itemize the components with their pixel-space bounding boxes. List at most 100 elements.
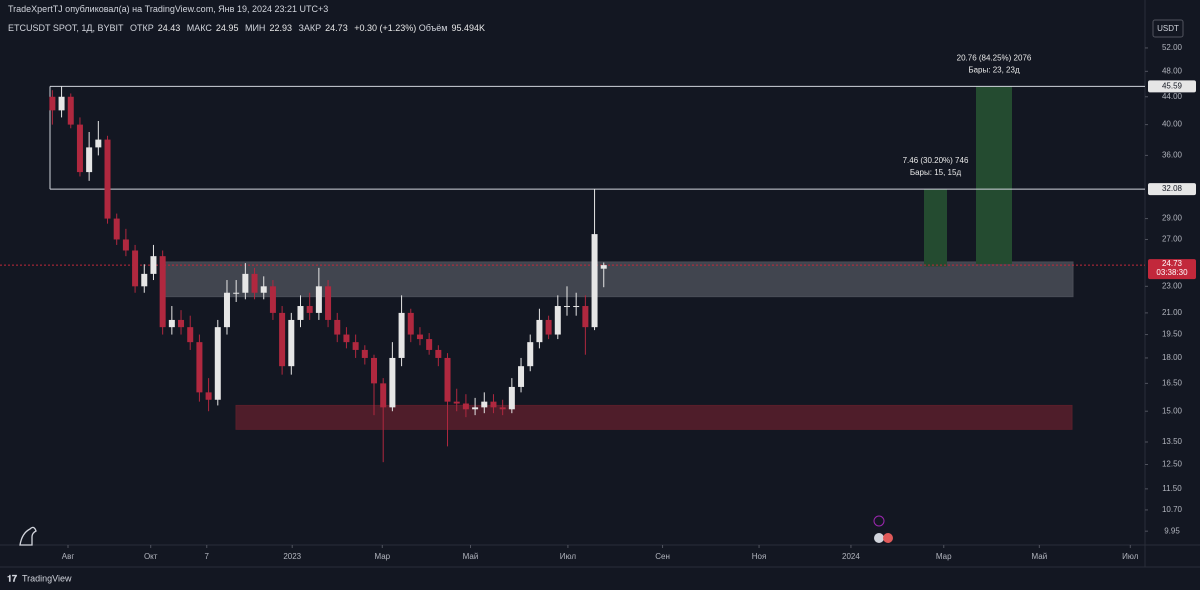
y-tick-label: 27.00: [1162, 235, 1183, 244]
candle-body: [242, 273, 249, 293]
y-tick-label: 23.00: [1162, 281, 1183, 290]
candle-body: [361, 349, 368, 358]
x-tick-label: Май: [1031, 552, 1047, 561]
currency: USDT: [1157, 24, 1179, 33]
measure-text: 7.46 (30.20%) 746: [903, 156, 969, 165]
last-price-label: 24.73: [1162, 259, 1183, 268]
candle-body: [545, 319, 552, 335]
candle-body: [508, 386, 515, 410]
candle-body: [536, 319, 543, 343]
candle-body: [178, 319, 185, 328]
x-tick-label: Окт: [144, 552, 158, 561]
y-tick-label: 12.50: [1162, 460, 1183, 469]
x-tick-label: Мар: [374, 552, 390, 561]
candle-body: [380, 383, 387, 408]
ohlc: ЗАКР 24.73: [298, 23, 347, 33]
ohlc: МАКС 24.95: [187, 23, 239, 33]
legend: ETCUSDT SPOT, 1Д, BYBIT ОТКР 24.43 МАКС 24…: [8, 23, 489, 33]
y-tick-label: 9.95: [1164, 526, 1180, 535]
ohlc-label: МАКС: [186, 23, 212, 33]
candle-body: [591, 234, 598, 328]
level-badge: [1148, 80, 1196, 93]
candle-body: [407, 312, 414, 335]
x-tick-label: Авг: [62, 552, 75, 561]
ohlc-label: МИН: [244, 23, 266, 33]
ohlc-value: 24.43: [157, 23, 181, 33]
zone: [235, 404, 1073, 430]
x-tick-label: 2023: [283, 552, 301, 561]
level-badge: [1148, 183, 1196, 196]
y-tick-label: 29.00: [1162, 214, 1183, 223]
candle-body: [187, 327, 194, 343]
y-tick-label: 11.50: [1162, 484, 1182, 493]
y-tick-label: 16.50: [1162, 378, 1183, 387]
flag-icon[interactable]: [874, 533, 884, 543]
candle-body: [260, 286, 267, 293]
ohlc-label: ОТКР: [129, 23, 154, 33]
candle-body: [435, 349, 442, 358]
candle-body: [279, 312, 286, 367]
candle-body: [600, 265, 607, 269]
y-tick-label: 15.00: [1162, 406, 1183, 415]
candle-body: [453, 401, 460, 404]
ohlc: ОТКР 24.43: [130, 23, 180, 33]
candle-body: [86, 147, 93, 173]
brand: TradingView: [22, 573, 72, 583]
measure-box: [976, 86, 1012, 264]
x-tick-label: Июл: [560, 552, 577, 561]
currency-box[interactable]: [1152, 19, 1184, 38]
x-tick-label: Май: [463, 552, 479, 561]
measure-text: 20.76 (84.25%) 2076: [957, 53, 1032, 62]
last-price-badge: [1148, 259, 1196, 280]
x-tick-label: Июл: [1122, 552, 1139, 561]
candle-body: [490, 401, 497, 408]
candle-body: [132, 250, 139, 287]
candle-body: [334, 319, 341, 335]
ohlc-label: ЗАКР: [298, 23, 322, 33]
ohlc-value: 22.93: [269, 23, 292, 33]
y-tick-label: 36.00: [1162, 151, 1183, 160]
candle-body: [389, 357, 396, 408]
candle-body: [554, 306, 561, 335]
volume: Объём 95.494K: [419, 23, 485, 33]
candle-body: [223, 292, 230, 328]
event-icon[interactable]: [873, 515, 885, 527]
publisher: TradeXpertTJ опубликовал(а) на TradingVi…: [8, 4, 329, 14]
candle-body: [214, 327, 221, 400]
candle-body: [76, 124, 83, 173]
ohlc-value: 24.95: [215, 23, 239, 33]
candle-body: [113, 218, 120, 240]
candle-body: [444, 357, 451, 402]
candle-body: [462, 403, 469, 410]
candle-body: [325, 286, 332, 320]
y-tick-label: 52.00: [1162, 43, 1183, 52]
candle-body: [563, 306, 570, 308]
y-tick-label: 13.50: [1162, 437, 1183, 446]
candle-body: [269, 286, 276, 313]
candle-body: [472, 407, 479, 410]
candle-body: [168, 319, 175, 328]
candle-body: [297, 306, 304, 320]
candle-body: [104, 139, 111, 219]
x-tick-label: 7: [205, 552, 210, 561]
ohlc-value: 24.73: [325, 23, 348, 33]
candle-body: [518, 366, 525, 387]
flag-icon[interactable]: [883, 533, 893, 543]
candle-body: [481, 401, 488, 408]
candle-body: [122, 239, 129, 251]
candle-body: [315, 286, 322, 313]
candle-body: [371, 357, 378, 384]
volume-value: 95.494K: [451, 23, 485, 33]
candle-body: [205, 392, 212, 400]
brand-mark: 𝟏𝟕: [7, 573, 17, 583]
candle-body: [233, 292, 240, 294]
y-tick-label: 21.00: [1162, 308, 1183, 317]
y-tick-label: 44.00: [1162, 92, 1183, 101]
countdown: 03:38:30: [1156, 268, 1188, 277]
candle-body: [573, 306, 580, 308]
candle-body: [159, 256, 166, 328]
zone: [164, 261, 1074, 298]
logo-icon[interactable]: [19, 526, 37, 546]
